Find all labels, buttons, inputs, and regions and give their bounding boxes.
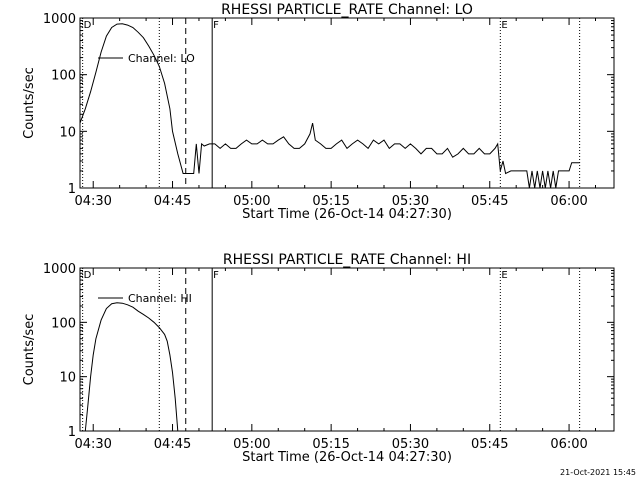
chart-title: RHESSI PARTICLE_RATE Channel: LO — [221, 2, 473, 18]
event-marker-label: D — [84, 20, 92, 31]
x-tick-label: 04:45 — [154, 194, 191, 209]
x-tick-label: 04:30 — [74, 194, 111, 209]
series-line — [84, 302, 179, 432]
legend-label: Channel: HI — [128, 292, 192, 305]
x-tick-label: 05:15 — [312, 194, 349, 209]
x-tick-label: 04:30 — [74, 437, 111, 452]
y-tick-label: 10 — [59, 125, 76, 140]
y-tick-label: 1000 — [43, 262, 76, 277]
x-tick-label: 05:45 — [471, 437, 508, 452]
event-marker-label: E — [501, 270, 507, 281]
legend-label: Channel: LO — [128, 52, 195, 65]
x-axis-label: Start Time (26-Oct-14 04:27:30) — [242, 450, 452, 465]
event-marker-label: F — [213, 270, 219, 281]
x-tick-label: 05:30 — [392, 437, 429, 452]
y-tick-label: 100 — [51, 316, 76, 331]
x-tick-label: 05:15 — [312, 437, 349, 452]
y-axis-label: Counts/sec — [22, 67, 37, 139]
y-tick-label: 10 — [59, 371, 76, 386]
plot-frame — [79, 267, 615, 432]
y-axis-label: Counts/sec — [22, 314, 37, 386]
x-tick-label: 05:00 — [233, 194, 270, 209]
y-tick-label: 100 — [51, 69, 76, 84]
series-line — [79, 23, 580, 189]
x-tick-label: 05:00 — [233, 437, 270, 452]
x-axis-label: Start Time (26-Oct-14 04:27:30) — [242, 207, 452, 222]
y-tick-label: 1000 — [43, 12, 76, 27]
y-tick-label: 1 — [68, 425, 76, 440]
x-tick-label: 05:45 — [471, 194, 508, 209]
x-tick-label: 06:00 — [550, 194, 587, 209]
event-marker-label: E — [501, 20, 507, 31]
chart-title: RHESSI PARTICLE_RATE Channel: HI — [223, 252, 471, 268]
x-tick-label: 06:00 — [550, 437, 587, 452]
x-tick-label: 05:30 — [392, 194, 429, 209]
footer-timestamp: 21-Oct-2021 15:45 — [560, 468, 636, 477]
y-tick-label: 1 — [68, 182, 76, 197]
plot-frame — [79, 17, 615, 189]
event-marker-label: F — [213, 20, 219, 31]
event-marker-label: D — [84, 270, 92, 281]
x-tick-label: 04:45 — [154, 437, 191, 452]
